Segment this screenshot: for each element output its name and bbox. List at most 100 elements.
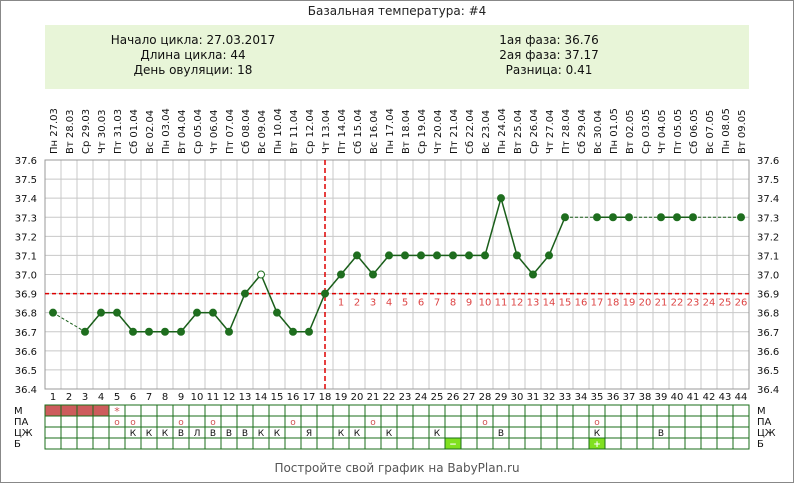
date-label: Ср 19.04 [417,109,428,154]
row-mark: Л [194,429,201,439]
row-cell [540,426,558,439]
phase2-value: 37.17 [564,48,599,62]
post-ovulation-day-label: 21 [655,298,668,309]
row-mark: о [482,418,488,428]
row-mark: К [274,429,281,439]
row-cell [652,437,670,450]
phase1-label: 1ая фаза: [499,33,561,47]
row-cell [700,437,718,450]
row-mark: К [386,429,393,439]
temperature-line-segment [484,197,502,256]
row-cell [508,404,526,417]
cycle-day-label: 13 [239,392,252,403]
temperature-point [385,251,393,260]
temperature-line-segment [180,312,198,333]
cycle-day-label: 22 [383,392,396,403]
row-cell [300,415,318,428]
temperature-point [209,308,217,317]
phase1-value: 36.76 [564,33,599,47]
post-ovulation-day-label: 18 [607,298,620,309]
row-mark: В [226,429,232,439]
row-cell [524,404,542,417]
row-cell [348,415,366,428]
y-tick-label-left: 36.5 [15,366,37,377]
row-cell [60,415,78,428]
row-cell [444,415,462,428]
row-cell [220,437,238,450]
row-cell [316,437,334,450]
temperature-point [241,289,249,298]
row-cell [60,426,78,439]
row-cell [380,404,398,417]
row-cell [108,426,126,439]
row-cell [44,404,62,417]
cycle-length-value: 44 [230,48,246,62]
post-ovulation-day-label: 3 [370,298,376,309]
row-cell [268,437,286,450]
cycle-day-label: 32 [543,392,556,403]
cycle-day-label: 18 [319,392,332,403]
cycle-start-label: Начало цикла: [110,33,203,47]
row-mark: В [658,429,664,439]
cycle-day-label: 16 [287,392,300,403]
temperature-point [129,327,137,336]
date-label: Вт 09.05 [737,110,748,155]
row-cell [108,437,126,450]
cycle-day-label: 4 [98,392,104,403]
row-mark: о [290,418,296,428]
row-cell [684,437,702,450]
temperature-point [145,327,153,336]
cycle-length-label: Длина цикла: [140,48,227,62]
row-cell [220,415,238,428]
row-cell [524,426,542,439]
phase2-label: 2ая фаза: [499,48,561,62]
row-cell [620,415,638,428]
temperature-point [369,270,377,279]
row-cell [172,437,190,450]
row-cell [636,404,654,417]
cycle-day-label: 20 [351,392,364,403]
row-mark: + [593,440,601,450]
row-cell [156,404,174,417]
row-mark: К [162,429,169,439]
temperature-line-segment [308,293,326,333]
footer-link[interactable]: Постройте свой график на BabyPlan.ru [274,461,520,475]
row-cell [172,404,190,417]
row-cell [460,415,478,428]
row-cell [716,437,734,450]
temperature-point [257,270,265,279]
difference-value: 0.41 [565,63,593,77]
row-mark: К [434,429,441,439]
row-cell [76,426,94,439]
row-mark: о [130,418,136,428]
row-cell [268,415,286,428]
moon-icon [127,164,134,178]
temperature-point [273,308,281,317]
row-cell [92,415,110,428]
row-cell [412,437,430,450]
temperature-point [81,327,89,336]
post-ovulation-day-label: 4 [386,298,392,309]
row-cell [732,426,750,439]
row-mark: о [114,418,120,428]
row-cell [732,437,750,450]
y-tick-label-left: 36.6 [15,347,37,358]
date-label: Вс 30.04 [593,110,604,154]
post-ovulation-day-label: 8 [450,298,456,309]
cycle-day-label: 14 [255,392,268,403]
row-label-right: ПА [757,417,772,428]
temperature-point [321,289,329,298]
y-tick-label-right: 37.6 [757,156,779,167]
post-ovulation-day-label: 14 [543,298,556,309]
row-cell [140,404,158,417]
row-cell [140,415,158,428]
y-tick-label-right: 37.2 [757,232,779,243]
date-label: Пн 03.04 [161,108,172,154]
cycle-day-label: 6 [130,392,136,403]
row-cell [524,437,542,450]
temperature-line-segment [244,274,262,295]
date-label: Пн 24.04 [497,108,508,154]
cycle-day-label: 44 [735,392,748,403]
row-cell [572,437,590,450]
